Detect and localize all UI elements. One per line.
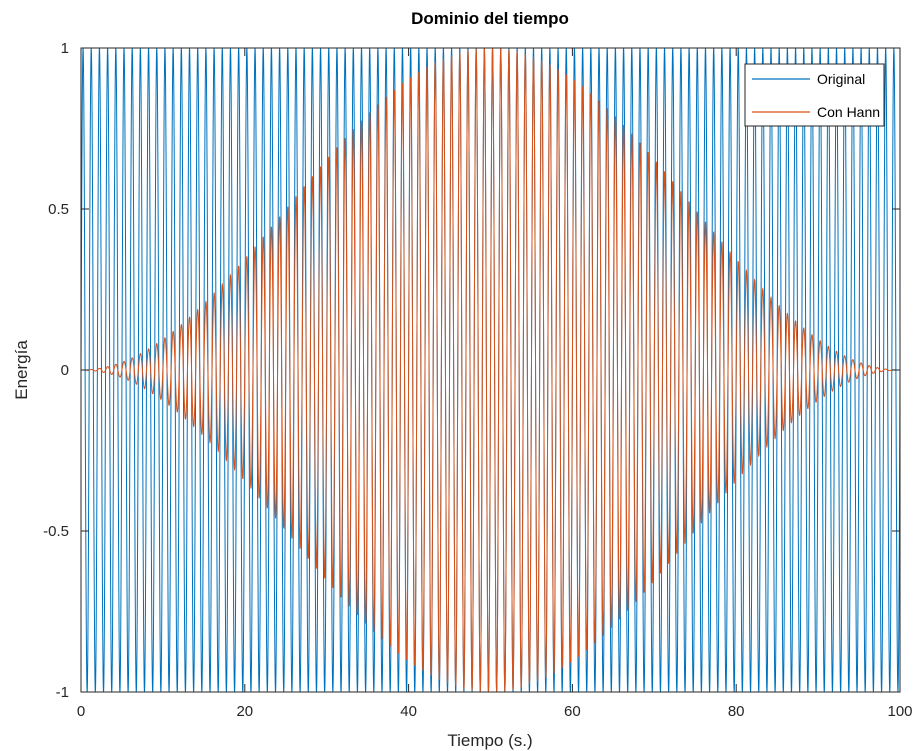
y-tick-label: 0.5 [48,201,69,218]
chart-title: Dominio del tiempo [411,9,569,28]
y-tick-label: -1 [56,684,69,701]
x-tick-label: 80 [728,703,745,720]
legend-box [744,63,885,127]
legend-label-original: Original [817,71,865,87]
legend: Original Con Hann [744,63,885,127]
x-axis-label: Tiempo (s.) [447,731,532,750]
y-tick-label: 0 [61,362,69,379]
y-tick-label: 1 [61,40,69,57]
y-tick-label: -0.5 [43,523,69,540]
series-line-con-hann [81,47,900,693]
x-tick-label: 100 [887,703,912,720]
y-axis-label: Energía [12,340,31,400]
x-tick-label: 60 [564,703,581,720]
x-tick-label: 0 [77,703,85,720]
x-tick-label: 20 [236,703,253,720]
legend-label-con-hann: Con Hann [817,104,880,120]
x-tick-label: 40 [400,703,417,720]
ticks-layer: 0 20 40 60 80 100 -1 -0.5 0 0.5 1 [43,40,912,720]
